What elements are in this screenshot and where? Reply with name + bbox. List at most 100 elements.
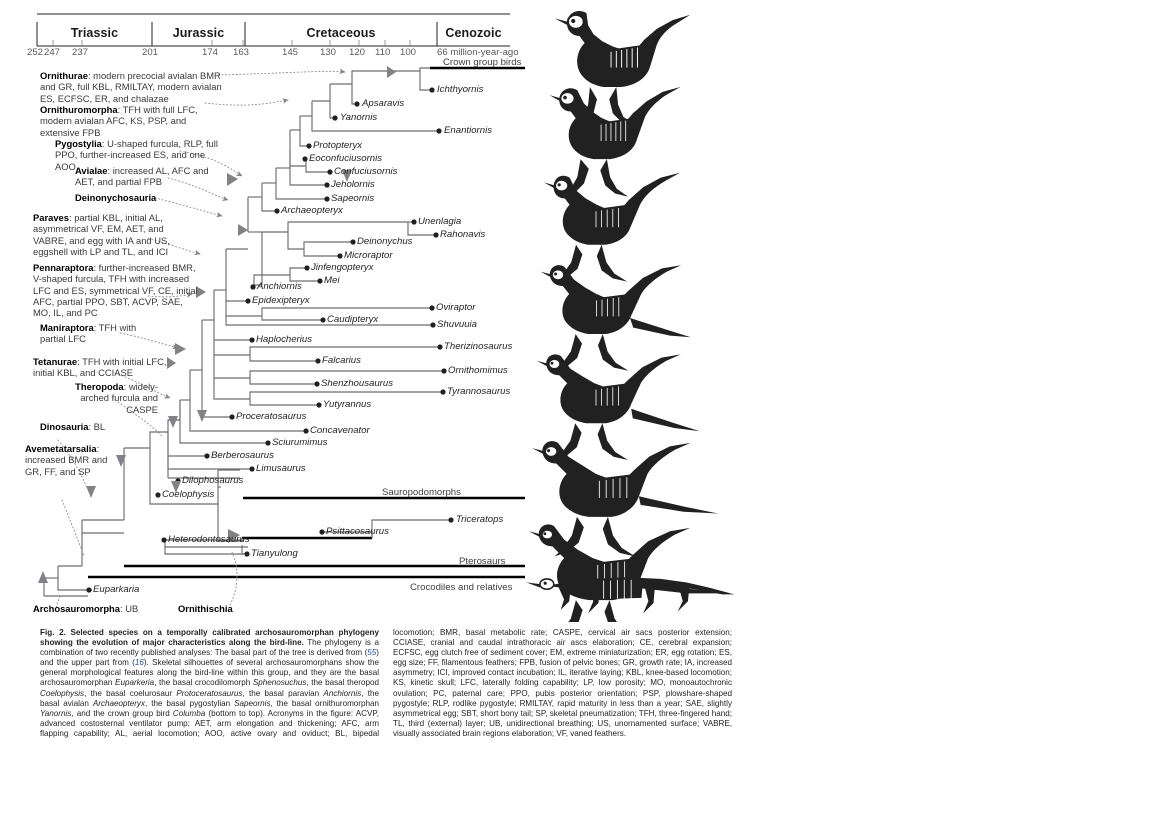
clade-name-deinonychosauria: Deinonychosauria xyxy=(75,192,157,203)
clade-annotation-ornithurae: Ornithurae: modern precocial avialan BMR… xyxy=(40,70,225,104)
phylogeny-figure: Triassic Jurassic Cretaceous Cenozoic 25… xyxy=(25,10,735,622)
caption-species-archaeopteryx: Archaeopteryx xyxy=(92,698,146,708)
clade-desc-ornithurae: : modern precocial avialan BMR and GR, f… xyxy=(40,70,222,104)
tip-label-sapeornis: Sapeornis xyxy=(331,193,375,204)
tip-label-confuciusornis: Confuciusornis xyxy=(334,166,398,177)
tick-label-237: 237 xyxy=(72,47,89,58)
era-label-triassic: Triassic xyxy=(70,26,119,40)
tip-label-shuvuuia: Shuvuuia xyxy=(437,319,478,330)
caption-species-columba: Columba xyxy=(172,708,206,718)
tip-label-sciurumimus: Sciurumimus xyxy=(272,437,328,448)
caption-species-sphenosuchus: Sphenosuchus xyxy=(252,678,307,688)
tick-label-145: 145 xyxy=(282,47,299,58)
clade-annotation-avialae: Avialae: increased AL, AFC and AET, and … xyxy=(75,165,210,188)
tip-label-microraptor: Microraptor xyxy=(344,250,393,261)
figure-caption: Fig. 2. Selected species on a temporally… xyxy=(40,628,732,808)
clade-name-theropoda: Theropoda xyxy=(75,381,124,392)
timescale-axis xyxy=(36,13,510,47)
tip-label-eoconfuciusornis: Eoconfuciusornis xyxy=(309,153,383,164)
caption-species-euparkeria: Euparkeria xyxy=(115,678,155,688)
clade-annotation-ornithuromorpha: Ornithuromorpha: TFH with full LFC, mode… xyxy=(40,104,205,138)
tick-label-174: 174 xyxy=(202,47,219,58)
caption-body-12: (bottom to top). Acronyms in the figure:… xyxy=(40,628,732,738)
tip-label-ichthyornis: Ichthyornis xyxy=(437,84,484,95)
caption-species-coelophysis: Coelophysis xyxy=(40,688,85,698)
tip-label-tianyulong: Tianyulong xyxy=(251,548,298,559)
clade-annotation-ornithischia: Ornithischia xyxy=(178,603,288,614)
tip-label-jinfengopteryx: Jinfengopteryx xyxy=(311,262,374,273)
clade-desc-paraves: : partial KBL, initial AL, asymmetrical … xyxy=(33,212,170,257)
clade-name-pygostylia: Pygostylia xyxy=(55,138,102,149)
tip-label-pterosaurs: Pterosaurs xyxy=(459,556,506,567)
clade-annotation-deinonychosauria: Deinonychosauria xyxy=(75,192,220,203)
caption-paragraph: Fig. 2. Selected species on a temporally… xyxy=(40,628,732,739)
clade-annotation-paraves: Paraves: partial KBL, initial AL, asymme… xyxy=(33,212,193,257)
timescale-ticks xyxy=(52,40,411,46)
tip-label-falcarius: Falcarius xyxy=(322,355,361,366)
clade-name-ornithuromorpha: Ornithuromorpha xyxy=(40,104,118,115)
tip-label-epidexipteryx: Epidexipteryx xyxy=(252,295,310,306)
clade-name-tetanurae: Tetanurae xyxy=(33,356,78,367)
tip-label-proceratosaurus: Proceratosaurus xyxy=(236,411,307,422)
tip-label-berberosaurus: Berberosaurus xyxy=(211,450,274,461)
clade-annotation-archosauromorpha: Archosauromorpha: UB xyxy=(33,603,178,614)
tip-dots xyxy=(86,87,454,593)
caption-body-7: , the basal paravian xyxy=(242,688,324,698)
phylogeny-tree-graphic xyxy=(36,10,735,622)
caption-species-sapeornis: Sapeornis xyxy=(234,698,271,708)
tick-label-163: 163 xyxy=(233,47,250,58)
tip-label-concavenator: Concavenator xyxy=(310,425,370,436)
tip-label-oviraptor: Oviraptor xyxy=(436,302,476,313)
clade-name-avialae: Avialae xyxy=(75,165,108,176)
tip-label-ornithomimus: Ornithomimus xyxy=(448,365,508,376)
caption-body-9: , the basal pygostylian xyxy=(145,698,235,708)
clade-name-pennaraptora: Pennaraptora xyxy=(33,262,94,273)
tip-label-euparkaria: Euparkaria xyxy=(93,584,140,595)
tick-label-252: 252 xyxy=(27,47,44,58)
clade-desc-ornithuromorpha: : TFH with full LFC, modern avialan AFC,… xyxy=(40,104,198,138)
tip-label-psittacosaurus: Psittacosaurus xyxy=(326,526,389,537)
clade-annotation-avemetatarsalia: Avemetatarsalia: increased BMR and GR, F… xyxy=(25,443,113,477)
tip-label-mei: Mei xyxy=(324,275,340,286)
tip-label-caudipteryx: Caudipteryx xyxy=(327,314,379,325)
caption-body-5: , the basal theropod xyxy=(306,678,379,688)
caption-title: Fig. 2. Selected species on a temporally… xyxy=(40,628,379,648)
clade-name-paraves: Paraves xyxy=(33,212,69,223)
tip-label-yanornis: Yanornis xyxy=(340,112,378,123)
caption-species-yanornis: Yanornis xyxy=(40,708,72,718)
caption-body-2: ) and the upper part from ( xyxy=(40,648,379,668)
caption-body-1: The phylogeny is a combination of two re… xyxy=(40,638,379,658)
caption-body-4: , the basal crocodilomorph xyxy=(154,678,253,688)
clade-name-archosauromorpha: Archosauromorpha xyxy=(33,603,120,614)
tip-label-archaeopteryx: Archaeopteryx xyxy=(281,205,343,216)
era-label-cenozoic: Cenozoic xyxy=(445,26,502,40)
clade-name-ornithischia: Ornithischia xyxy=(178,603,233,614)
tip-label-triceratops: Triceratops xyxy=(456,514,504,525)
tip-label-dilophosaurus: Dilophosaurus xyxy=(182,475,244,486)
tick-label-120: 120 xyxy=(349,47,366,58)
tip-label-crocodiles: Crocodiles and relatives xyxy=(410,582,513,593)
clade-annotation-maniraptora: Maniraptora: TFH with partial LFC xyxy=(40,322,160,345)
tip-label-rahonavis: Rahonavis xyxy=(440,229,486,240)
clade-desc-maniraptora: : TFH with partial LFC xyxy=(40,322,137,345)
clade-desc-avemetatarsalia: : increased BMR and GR, FF, and SP xyxy=(25,443,108,477)
tick-label-201: 201 xyxy=(142,47,159,58)
clade-name-ornithurae: Ornithurae xyxy=(40,70,88,81)
tick-label-110: 110 xyxy=(375,47,391,58)
clade-annotation-pygostylia: Pygostylia: U-shaped furcula, RLP, full … xyxy=(55,138,220,172)
tip-label-tyrannosaurus: Tyrannosaurus xyxy=(447,386,511,397)
annotation-leaders xyxy=(54,68,346,613)
clade-name-avemetatarsalia: Avemetatarsalia xyxy=(25,443,97,454)
tip-label-crown-group-birds: Crown group birds xyxy=(443,57,522,68)
caption-body-6: , the basal coelurosaur xyxy=(84,688,177,698)
axis-units-label: 66 million-year-ago xyxy=(437,47,519,58)
tip-label-deinonychus: Deinonychus xyxy=(357,236,413,247)
tip-label-limusaurus: Limusaurus xyxy=(256,463,306,474)
clade-desc-pennaraptora: : further-increased BMR, V-shaped furcul… xyxy=(33,262,198,319)
clade-name-maniraptora: Maniraptora xyxy=(40,322,94,333)
caption-body-3: ). Skeletal silhouettes of several archo… xyxy=(40,658,380,688)
tip-label-therizinosaurus: Therizinosaurus xyxy=(444,341,513,352)
clade-annotation-tetanurae: Tetanurae: TFH with initial LFC, initial… xyxy=(33,356,168,379)
caption-ref-2: 16 xyxy=(134,658,144,668)
